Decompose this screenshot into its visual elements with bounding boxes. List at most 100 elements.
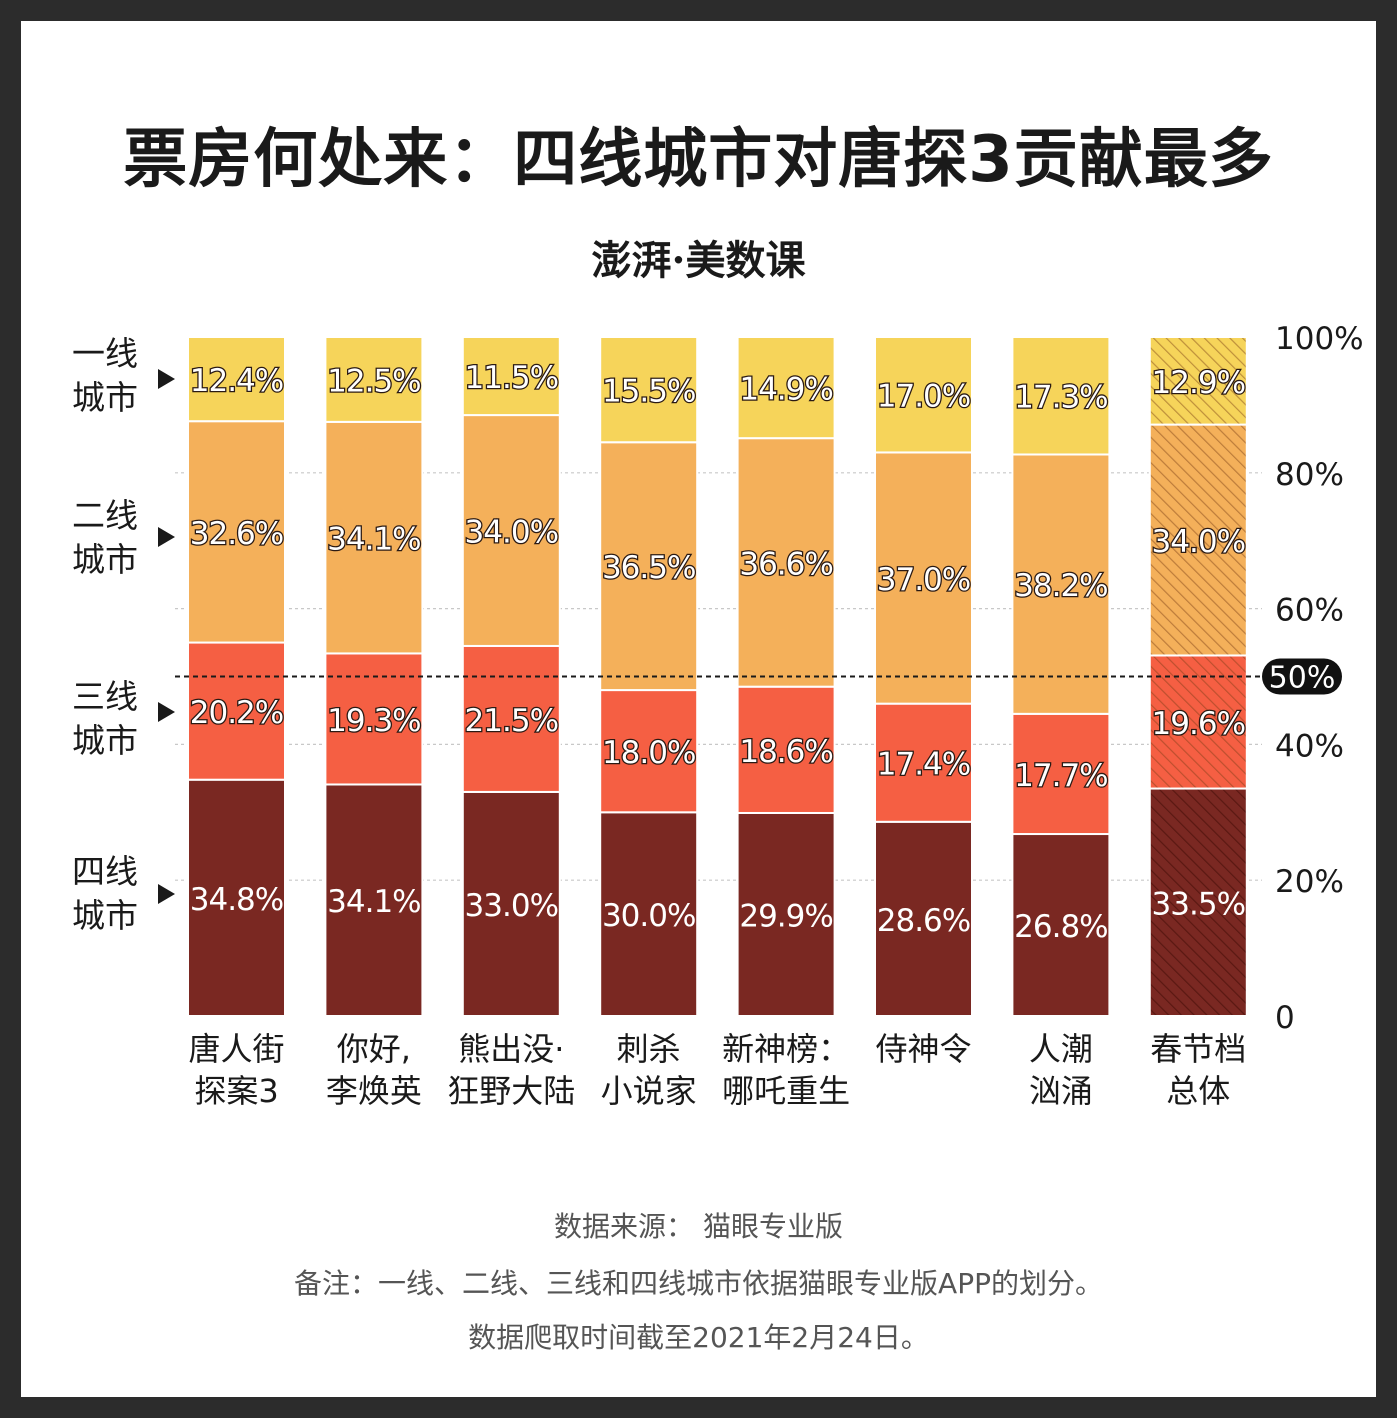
bar-segment xyxy=(736,336,836,440)
bar-value-label: 37.0% xyxy=(877,562,970,598)
bar-segment xyxy=(1011,336,1111,456)
bar-value-label: 34.1% xyxy=(327,522,420,558)
bar-segment xyxy=(1011,453,1111,715)
arrow-right-icon xyxy=(158,884,175,904)
bar-segment xyxy=(461,790,561,1017)
x-category-label-line: 哪吒重生 xyxy=(722,1072,851,1110)
bar-value-label: 15.5% xyxy=(602,374,695,410)
y-tick-label: 40% xyxy=(1275,728,1344,764)
bar-segment xyxy=(324,420,424,655)
x-category-label: 新神榜： 哪吒重生 xyxy=(701,1028,871,1112)
bar-value-label: 12.9% xyxy=(1152,365,1245,401)
tier-label-2: 二线 城市 xyxy=(72,496,138,579)
x-category-label: 唐人街探案3 xyxy=(152,1028,322,1112)
y-tick-label: 60% xyxy=(1275,593,1344,629)
bar-value-label: 38.2% xyxy=(1014,568,1107,604)
bar-value-label: 29.9% xyxy=(739,898,832,934)
bar-segment xyxy=(187,420,286,644)
bar-segment xyxy=(1148,654,1248,790)
x-category-label-line: 新神榜： xyxy=(722,1030,851,1068)
x-category-label: 侍神令 xyxy=(839,1028,1009,1070)
bar-segment xyxy=(874,702,973,823)
bar-value-label: 21.5% xyxy=(465,703,558,739)
x-category-label: 熊出没· 狂野大陆 xyxy=(426,1028,596,1112)
x-category-label: 人潮 汹涌 xyxy=(976,1028,1146,1112)
bar-value-label: 11.5% xyxy=(465,360,558,396)
y-tick-label: 80% xyxy=(1275,457,1344,493)
x-category-label-line: 探案3 xyxy=(194,1072,279,1110)
bar-segment xyxy=(187,336,286,423)
bar-segment xyxy=(599,811,699,1017)
x-category-label-line: 总体 xyxy=(1166,1072,1231,1110)
bar-segment xyxy=(874,336,973,454)
x-category-label: 春节档 总体 xyxy=(1113,1028,1283,1112)
bar-value-label: 17.0% xyxy=(877,379,970,415)
bar-value-label: 14.9% xyxy=(739,372,832,408)
bar-value-label: 33.5% xyxy=(1152,886,1245,922)
x-category-label-line: 人潮 xyxy=(1028,1030,1093,1068)
bar-value-label: 19.3% xyxy=(327,703,420,739)
bar-segment xyxy=(874,451,973,705)
bar-value-label: 34.0% xyxy=(465,515,558,551)
bar-value-label: 32.6% xyxy=(190,516,283,552)
reference-badge xyxy=(1262,658,1342,695)
bar-value-label: 17.4% xyxy=(877,747,970,783)
bar-value-label: 17.3% xyxy=(1014,380,1107,416)
bar-value-label: 28.6% xyxy=(877,903,970,939)
tier-label-1: 一线 城市 xyxy=(72,334,138,417)
x-category-label-line: 刺杀 xyxy=(616,1030,681,1068)
bar-segment xyxy=(736,811,836,1017)
x-category-label-line: 春节档 xyxy=(1150,1030,1247,1068)
arrow-right-icon xyxy=(158,369,175,389)
bar-segment xyxy=(1011,833,1111,1018)
reference-label: 50% xyxy=(1269,661,1336,696)
bar-segment xyxy=(1148,336,1248,426)
bar-segment xyxy=(1011,712,1111,836)
bar-value-label: 34.0% xyxy=(1152,524,1245,560)
bar-value-label: 33.0% xyxy=(465,888,558,924)
x-category-label-line: 熊出没· xyxy=(458,1030,565,1068)
brand-logo: 澎湃·美数课 xyxy=(591,237,806,284)
bar-value-label: 12.4% xyxy=(190,363,283,399)
x-category-label-line: 小说家 xyxy=(600,1072,697,1110)
y-tick-label: 100% xyxy=(1275,321,1364,357)
y-tick-label: 20% xyxy=(1275,864,1344,900)
bar-segment xyxy=(324,652,424,786)
bar-segment xyxy=(461,644,561,793)
bar-segment xyxy=(461,336,561,417)
bar-value-label: 36.6% xyxy=(739,546,832,582)
bar-value-label: 18.6% xyxy=(739,734,832,770)
y-tick-label: 0 xyxy=(1275,1000,1295,1036)
arrow-right-icon xyxy=(158,527,175,547)
bar-value-label: 19.6% xyxy=(1152,706,1245,742)
bar-segment xyxy=(1148,423,1248,657)
chart-title: 票房何处来：四线城市对唐探3贡献最多 xyxy=(123,123,1274,197)
x-category-label-line: 唐人街 xyxy=(188,1030,285,1068)
bar-segment xyxy=(736,437,836,688)
bar-value-label: 34.1% xyxy=(327,884,420,920)
bar-value-label: 34.8% xyxy=(190,882,283,918)
bar-segment xyxy=(874,820,973,1018)
footnote-date: 数据爬取时间截至2021年2月24日。 xyxy=(468,1321,929,1354)
footnote-note: 备注：一线、二线、三线和四线城市依据猫眼专业版APP的划分。 xyxy=(294,1267,1103,1300)
bar-segment xyxy=(324,336,424,423)
tier-label-4: 四线 城市 xyxy=(72,852,138,935)
bar-segment xyxy=(599,689,699,814)
footnote-source: 数据来源： 猫眼专业版 xyxy=(554,1210,843,1243)
x-category-label-line: 李焕英 xyxy=(325,1072,422,1110)
bar-segment xyxy=(461,414,561,647)
bar-value-label: 20.2% xyxy=(190,695,283,731)
bar-value-label: 36.5% xyxy=(602,550,695,586)
bar-value-label: 18.0% xyxy=(602,735,695,771)
tier-label-3: 三线 城市 xyxy=(72,677,138,760)
x-category-label: 刺杀 小说家 xyxy=(564,1028,734,1112)
arrow-right-icon xyxy=(158,702,175,722)
bar-value-label: 30.0% xyxy=(602,898,695,934)
bar-value-label: 12.5% xyxy=(327,363,420,399)
x-category-label-line: 狂野大陆 xyxy=(447,1072,576,1110)
bar-segment xyxy=(324,783,424,1017)
bar-value-label: 17.7% xyxy=(1014,758,1107,794)
bar-value-label: 26.8% xyxy=(1014,909,1107,945)
bar-segment xyxy=(599,336,699,444)
